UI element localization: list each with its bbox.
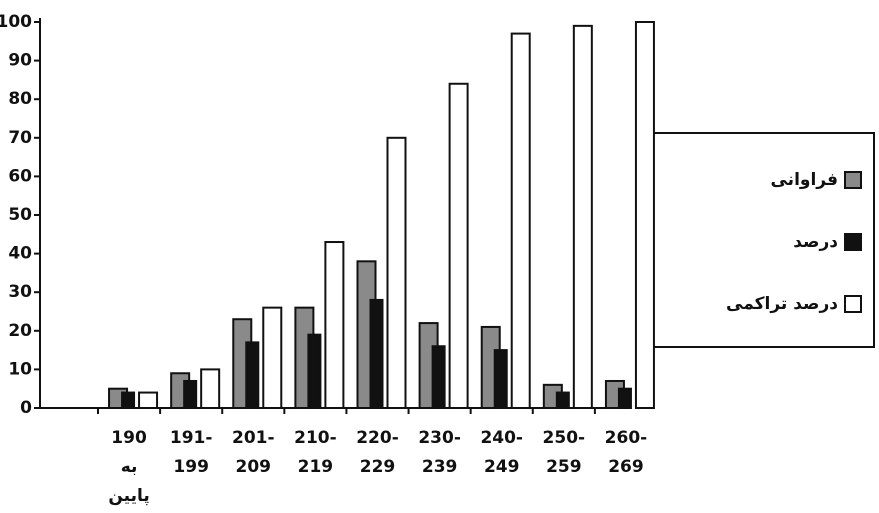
bar	[139, 393, 157, 408]
y-tick-label: 80	[8, 89, 32, 109]
y-tick-label: 60	[8, 166, 32, 186]
x-tick-line: 201-	[232, 428, 275, 448]
y-tick-label: 90	[8, 51, 32, 71]
x-tick-line: 219	[298, 457, 334, 477]
y-tick-label: 70	[8, 128, 32, 148]
x-tick-line: 191-	[170, 428, 213, 448]
bar	[201, 369, 219, 408]
y-tick-label: 20	[8, 321, 32, 341]
bar	[388, 138, 406, 408]
chart: 0 10 20 30 40 50 60 70 80 90 100 190 به پایین 191- 199 2…	[0, 0, 879, 513]
x-tick-line: 259	[546, 457, 582, 477]
legend-label: فراوانی	[770, 170, 838, 190]
x-tick-line: 209	[236, 457, 272, 477]
x-tick-label: 240- 249	[480, 428, 523, 477]
y-tick-label: 40	[8, 244, 32, 264]
x-tick-line: 269	[608, 457, 644, 477]
y-tick-label: 50	[8, 205, 32, 225]
x-tick-line: 229	[360, 457, 396, 477]
bar	[308, 335, 320, 408]
bar	[433, 346, 445, 408]
legend-swatch	[845, 234, 861, 250]
x-tick-label: 220- 229	[356, 428, 399, 477]
bar	[325, 242, 343, 408]
x-tick-line: 250-	[543, 428, 586, 448]
x-tick-label: 260- 269	[605, 428, 648, 477]
bar	[246, 342, 258, 408]
bar	[557, 393, 569, 408]
bar	[184, 381, 196, 408]
legend-label: درصد تراکمی	[726, 294, 838, 314]
legend-swatch	[845, 172, 861, 188]
legend-swatch	[845, 296, 861, 312]
x-tick-line: 199	[173, 457, 209, 477]
y-tick-label: 10	[8, 359, 32, 379]
y-tick-label: 100	[0, 12, 32, 32]
x-tick-label: 190 به پایین	[108, 428, 149, 506]
bar	[122, 393, 134, 408]
x-tick-line: 239	[422, 457, 458, 477]
x-tick-label: 201- 209	[232, 428, 275, 477]
x-tick-label: 250- 259	[543, 428, 586, 477]
bar	[636, 22, 654, 408]
x-tick-line: 210-	[294, 428, 337, 448]
bar	[574, 26, 592, 408]
bar	[263, 308, 281, 408]
legend-box	[650, 133, 874, 347]
x-tick-line: به	[121, 457, 138, 477]
x-tick-line: 230-	[418, 428, 461, 448]
x-tick-line: 260-	[605, 428, 648, 448]
y-tick-label: 30	[8, 282, 32, 302]
bar	[619, 389, 631, 408]
x-tick-label: 191- 199	[170, 428, 213, 477]
bar	[450, 84, 468, 408]
bar	[512, 34, 530, 408]
legend-label: درصد	[793, 232, 838, 252]
x-tick-line: 220-	[356, 428, 399, 448]
x-tick-line: 240-	[480, 428, 523, 448]
x-tick-label: 210- 219	[294, 428, 337, 477]
y-tick-label: 0	[20, 398, 32, 418]
bar	[495, 350, 507, 408]
x-tick-line: 249	[484, 457, 520, 477]
x-tick-line: 190	[111, 428, 147, 448]
x-tick-label: 230- 239	[418, 428, 461, 477]
bar	[371, 300, 383, 408]
x-tick-line: پایین	[108, 486, 149, 506]
